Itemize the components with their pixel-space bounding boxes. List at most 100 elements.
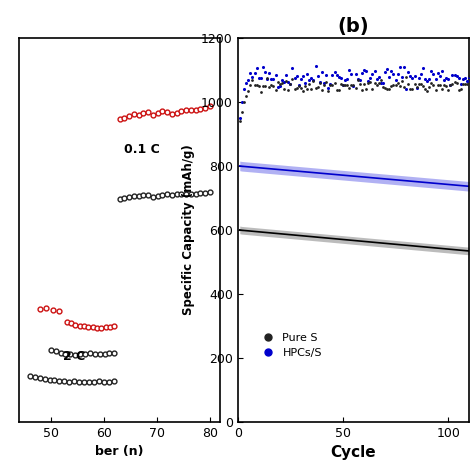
Point xyxy=(297,76,305,83)
Point xyxy=(356,81,364,88)
Point xyxy=(352,84,359,92)
Point xyxy=(396,64,403,71)
Point xyxy=(257,88,264,96)
Point xyxy=(438,85,446,92)
Point xyxy=(453,79,460,86)
Point xyxy=(272,86,279,93)
Point xyxy=(341,82,349,89)
Point xyxy=(289,75,296,82)
Point xyxy=(400,64,408,71)
Point xyxy=(436,72,444,80)
X-axis label: Cycle: Cycle xyxy=(331,445,376,460)
Point xyxy=(238,98,246,106)
Point xyxy=(286,81,294,88)
Point xyxy=(377,76,384,83)
Point xyxy=(337,74,345,82)
Point xyxy=(320,80,328,87)
Point xyxy=(293,84,301,91)
Point xyxy=(451,71,458,79)
Point xyxy=(398,73,406,80)
Point xyxy=(310,76,317,83)
Point xyxy=(440,82,448,89)
Point xyxy=(331,68,338,76)
Point xyxy=(251,82,258,89)
Point xyxy=(428,79,435,87)
Point xyxy=(438,67,446,74)
Point xyxy=(346,66,353,74)
Point xyxy=(394,80,401,87)
Point xyxy=(375,80,383,87)
Point xyxy=(347,82,355,89)
Point xyxy=(415,80,422,87)
Point xyxy=(429,71,437,78)
Point xyxy=(383,85,391,92)
Point xyxy=(453,73,460,80)
Point xyxy=(426,83,433,91)
Point xyxy=(299,87,307,95)
Point xyxy=(242,79,250,86)
Point xyxy=(316,79,324,86)
Text: 2 C: 2 C xyxy=(63,350,85,364)
Point xyxy=(447,81,454,89)
Point xyxy=(428,67,435,75)
Point xyxy=(432,75,439,83)
Point xyxy=(461,74,469,82)
Point xyxy=(358,69,365,77)
Point xyxy=(396,82,403,90)
Point xyxy=(415,74,422,82)
Point xyxy=(236,117,244,125)
Point xyxy=(327,82,334,89)
Point xyxy=(354,75,362,82)
Point xyxy=(445,75,452,82)
Point xyxy=(280,85,288,92)
Text: 0.1 C: 0.1 C xyxy=(124,143,159,156)
Point xyxy=(465,73,473,81)
Point xyxy=(366,78,374,86)
Point xyxy=(402,85,410,93)
Point xyxy=(253,64,260,71)
Point xyxy=(459,81,467,88)
Point xyxy=(429,82,437,89)
Point xyxy=(419,64,427,72)
Point xyxy=(388,82,395,90)
Point xyxy=(283,71,290,78)
Point xyxy=(259,82,267,90)
X-axis label: ber (n): ber (n) xyxy=(95,445,144,458)
Point xyxy=(240,85,248,93)
Point xyxy=(383,65,391,73)
Point xyxy=(448,80,456,88)
Point xyxy=(392,76,400,84)
Point xyxy=(245,76,252,83)
Point xyxy=(398,77,406,85)
Point xyxy=(283,78,290,85)
Point xyxy=(276,82,283,90)
Point xyxy=(402,73,410,81)
Point xyxy=(392,81,400,89)
Point xyxy=(289,64,296,72)
Point xyxy=(365,77,372,85)
Point xyxy=(373,81,381,88)
Y-axis label: Specific Capacity (mAh/g): Specific Capacity (mAh/g) xyxy=(182,145,195,315)
Point xyxy=(455,87,463,94)
Point xyxy=(264,74,271,82)
Point xyxy=(312,85,319,92)
Point xyxy=(333,72,340,79)
Point xyxy=(461,81,469,88)
Point xyxy=(457,81,465,88)
Point xyxy=(301,82,309,90)
Point xyxy=(331,80,338,87)
Point xyxy=(366,74,374,82)
Point xyxy=(421,75,429,83)
Point xyxy=(335,73,343,81)
Point xyxy=(413,83,420,91)
Point xyxy=(457,85,465,93)
Point xyxy=(347,71,355,78)
Point xyxy=(324,84,332,91)
Point xyxy=(328,81,336,89)
Point xyxy=(417,81,425,88)
Point xyxy=(343,81,351,89)
Point xyxy=(350,81,357,89)
Point xyxy=(265,69,273,77)
Point xyxy=(434,70,441,77)
Point xyxy=(238,108,246,115)
